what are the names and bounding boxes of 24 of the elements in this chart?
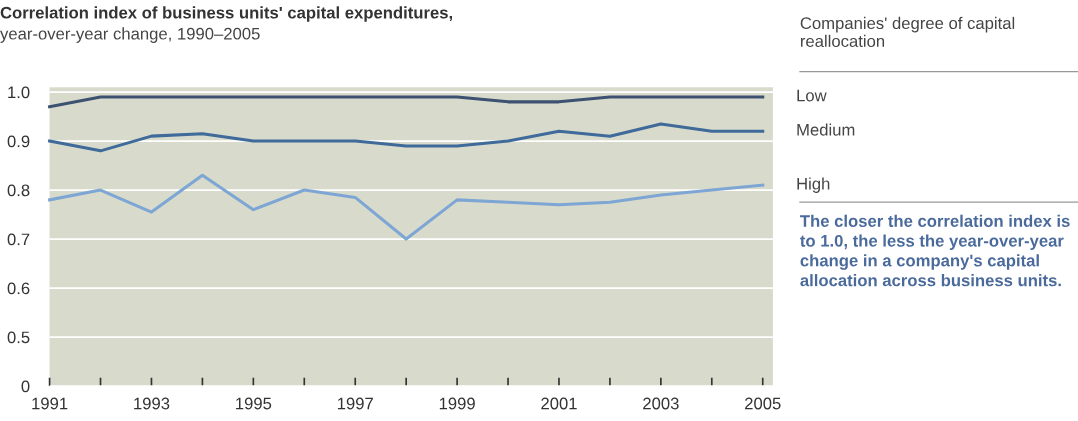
y-tick-label: 1.0 [8,86,30,99]
y-tick-label: 0 [21,380,30,393]
x-tick-label: 1991 [32,397,68,410]
x-tick-label: 1993 [134,397,170,410]
x-tick-label: 2003 [643,397,679,410]
line-series [48,173,765,241]
x-tick-label: 2001 [541,397,577,410]
line-series [48,122,765,153]
text: High [797,177,830,193]
text: The closer the correlation index is to 1.0, the less the year-over-year change in a company's capital allocation across business units. [800,214,1070,287]
y-tick-label: 0.7 [7,233,30,246]
x-tick-label: 1999 [439,397,475,410]
chart-title: Correlation index of business units' capital expenditures, [0,6,453,22]
x-tick-label: 2005 [745,397,781,410]
y-tick-label: 0.6 [7,282,30,295]
chart-subtitle: year-over-year change, 1990–2005 [0,27,260,43]
legend-title: Companies' degree of capital reallocation [800,16,1015,48]
x-tick-label: 1997 [337,397,373,410]
y-tick-label: 0.8 [7,184,30,197]
y-tick-label: 0.9 [7,135,30,148]
x-tick-label: 1995 [236,397,272,410]
text: Low [797,89,827,102]
y-tick-label: 0.5 [7,331,30,344]
text: Medium [797,123,855,136]
